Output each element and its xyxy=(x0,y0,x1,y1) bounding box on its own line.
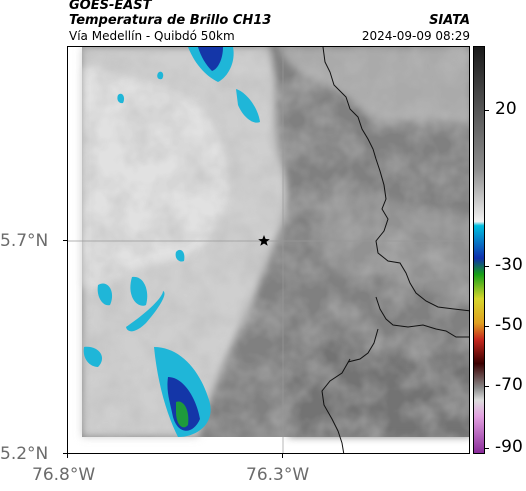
colorbar-tick xyxy=(485,386,489,387)
satellite-name: GOES-EAST xyxy=(69,0,152,13)
colorbar-label: -30 xyxy=(495,255,523,275)
map-canvas xyxy=(68,47,469,453)
lat-tick-mark xyxy=(63,240,67,241)
border-line-2 xyxy=(375,296,469,338)
product-title: Temperatura de Brillo CH13 xyxy=(69,13,272,28)
border-line-3 xyxy=(321,358,351,453)
colorbar-tick xyxy=(485,266,489,267)
lon-tick-mark xyxy=(282,454,283,458)
lon-tick-mark xyxy=(67,454,68,458)
lat-label: 5.2°N xyxy=(0,444,49,464)
lon-label: 76.8°W xyxy=(32,465,96,485)
colorbar-tick xyxy=(485,110,489,111)
timestamp: 2024-09-09 08:29 xyxy=(361,29,470,43)
colorbar-label: 20 xyxy=(495,99,517,119)
cold-clouds xyxy=(83,47,260,437)
satellite-map[interactable] xyxy=(67,46,470,454)
colorbar-tick xyxy=(485,448,489,449)
lat-tick-mark xyxy=(63,453,67,454)
border-line-1 xyxy=(322,47,469,312)
organization: SIATA xyxy=(429,13,470,28)
location-star-icon xyxy=(258,235,270,246)
colorbar-label: -70 xyxy=(495,375,523,395)
region-subtitle: Vía Medellín - Quibdó 50km xyxy=(69,29,235,43)
colorbar-label: -50 xyxy=(495,315,523,335)
colorbar xyxy=(473,46,485,454)
colorbar-label: -90 xyxy=(495,437,523,457)
lon-label: 76.3°W xyxy=(246,465,310,485)
lat-label: 5.7°N xyxy=(0,231,49,251)
colorbar-tick xyxy=(485,326,489,327)
